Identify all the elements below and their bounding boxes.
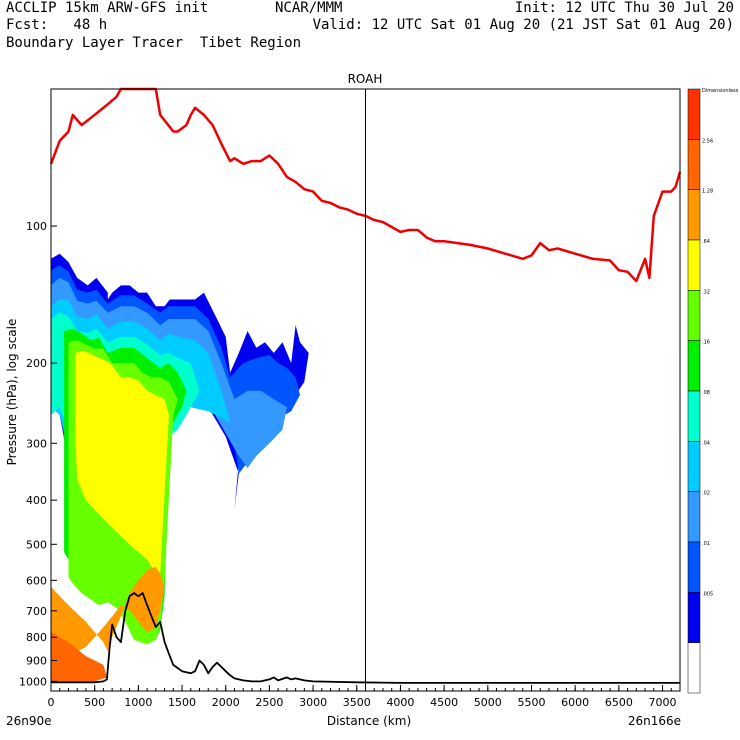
x-axis-ticks: 0 500 1000 1500 2000 2500 3000 3500 4000 4500 5000… — [48, 685, 681, 709]
colorbar-label: 1.28 — [702, 189, 713, 195]
y-tick-label: 1000 — [19, 675, 47, 688]
colorbar-swatch — [687, 239, 701, 291]
tracer-fills — [51, 253, 309, 682]
chart-title: ROAH — [348, 72, 383, 86]
tracer-region-8 — [51, 566, 165, 661]
x-tick-label: 2000 — [212, 696, 240, 709]
x-tick-label: 500 — [84, 696, 105, 709]
colorbar-swatch — [687, 541, 701, 593]
colorbar-swatch — [687, 592, 701, 643]
colorbar-label: 2.56 — [702, 138, 713, 144]
colorbar-label: .02 — [702, 491, 710, 497]
colorbar-label: .04 — [702, 440, 710, 446]
y-tick-label: 800 — [26, 631, 47, 644]
x-tick-label: 7000 — [649, 696, 677, 709]
x-axis-label: Distance (km) — [327, 714, 411, 728]
x-start-label: 26n90e — [6, 714, 52, 728]
colorbar-swatch — [687, 88, 701, 140]
colorbar-swatch — [687, 390, 701, 442]
colorbar-swatch — [687, 290, 701, 341]
y-tick-label: 100 — [26, 220, 47, 233]
header-line3-left: Boundary Layer Tracer Tibet Region — [6, 35, 302, 51]
x-tick-label: 6000 — [561, 696, 589, 709]
colorbar-swatch — [687, 642, 701, 694]
header-line1-center: NCAR/MMM — [275, 0, 343, 16]
colorbar: Dimensionless 2.56 1.28 .64 .32 .16 .08 .04 .02.… — [687, 88, 739, 694]
header-line2-left: Fcst: 48 h — [6, 17, 108, 33]
x-tick-label: 0 — [48, 696, 55, 709]
y-axis-ticks: 100 200 300 400 500 600 700 800 900 1000 — [19, 220, 57, 688]
tracer-region-7 — [75, 350, 169, 574]
colorbar-swatch — [687, 441, 701, 492]
x-end-label: 26n166e — [628, 714, 681, 728]
x-tick-label: 6500 — [605, 696, 633, 709]
terrain-line — [51, 592, 680, 684]
x-tick-label: 4000 — [386, 696, 414, 709]
x-tick-label: 3500 — [343, 696, 371, 709]
header-line1-left: ACCLIP 15km ARW-GFS init — [6, 0, 209, 16]
y-tick-label: 200 — [26, 357, 47, 370]
colorbar-label: .08 — [702, 390, 710, 396]
header-line1-right: Init: 12 UTC Thu 30 Jul 20 — [514, 0, 734, 16]
tracer-region-9 — [51, 632, 107, 682]
colorbar-swatch — [687, 139, 701, 190]
colorbar-swatch — [687, 189, 701, 241]
colorbar-label: .32 — [702, 289, 710, 295]
x-tick-label: 3000 — [299, 696, 327, 709]
x-tick-label: 5000 — [474, 696, 502, 709]
colorbar-label: .01 — [702, 541, 710, 547]
header-line2-right: Valid: 12 UTC Sat 01 Aug 20 (21 JST Sat … — [312, 17, 734, 33]
colorbar-label: .16 — [702, 340, 710, 346]
colorbar-label: .005 — [702, 591, 713, 597]
x-tick-label: 4500 — [430, 696, 458, 709]
x-tick-label: 1000 — [124, 696, 152, 709]
colorbar-label: .64 — [702, 239, 710, 245]
y-tick-label: 500 — [26, 538, 47, 551]
colorbar-swatch — [687, 340, 701, 392]
y-tick-label: 400 — [26, 494, 47, 507]
y-tick-label: 600 — [26, 574, 47, 587]
y-axis-label: Pressure (hPa), log scale — [5, 319, 19, 466]
x-tick-label: 5500 — [517, 696, 545, 709]
colorbar-swatch — [687, 491, 701, 543]
x-tick-label: 1500 — [168, 696, 196, 709]
colorbar-label: Dimensionless — [702, 88, 739, 94]
y-tick-label: 300 — [26, 437, 47, 450]
x-tick-label: 2500 — [255, 696, 283, 709]
y-tick-label: 700 — [26, 605, 47, 618]
y-tick-label: 900 — [26, 655, 47, 668]
